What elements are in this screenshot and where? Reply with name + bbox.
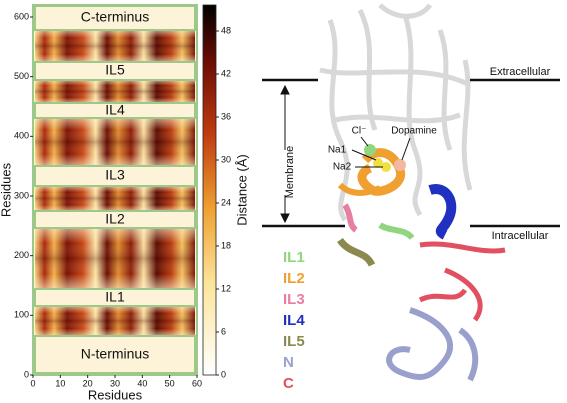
colorbar-tick-label: 12 xyxy=(221,283,231,293)
colorbar-tick-label: 48 xyxy=(221,25,231,35)
x-tick-label: 40 xyxy=(137,378,147,388)
x-axis-label: Residues xyxy=(88,387,143,402)
boundary-label: Intracellular xyxy=(492,230,549,242)
region-label: N-terminus xyxy=(81,346,149,362)
x-tick-label: 60 xyxy=(192,378,202,388)
colorbar-tick-label: 18 xyxy=(221,240,231,250)
colorbar-tick-label: 6 xyxy=(221,326,226,336)
membrane-label: Membrane xyxy=(284,146,296,199)
x-tick-label: 30 xyxy=(110,378,120,388)
region-label: IL2 xyxy=(105,211,125,227)
y-tick-label: 500 xyxy=(14,71,29,81)
legend-label: IL4 xyxy=(283,312,305,329)
legend-label: IL3 xyxy=(283,291,305,308)
y-tick-label: 0 xyxy=(24,369,29,379)
region-label: IL3 xyxy=(105,167,125,183)
legend-label: C xyxy=(283,375,294,392)
region-label: C-terminus xyxy=(81,9,149,25)
colorbar-tick-label: 36 xyxy=(221,111,231,121)
legend-label: N xyxy=(283,354,294,371)
region-label: IL5 xyxy=(105,62,125,78)
site-label: Na1 xyxy=(328,145,347,156)
structure-labels: Extracellular Intracellular Membrane Cl⁻… xyxy=(283,66,551,392)
colorbar-label: Distance (Å) xyxy=(234,154,249,226)
x-tick-label: 50 xyxy=(165,378,175,388)
boundary-label: Extracellular xyxy=(490,66,551,78)
y-tick-label: 400 xyxy=(14,131,29,141)
site-label: Cl⁻ xyxy=(352,126,367,137)
legend-label: IL2 xyxy=(283,270,305,287)
y-tick-label: 100 xyxy=(14,310,29,320)
y-axis-label: Residues xyxy=(0,162,13,217)
site-label: Dopamine xyxy=(391,126,437,137)
y-tick-label: 200 xyxy=(14,250,29,260)
colorbar-tick-label: 42 xyxy=(221,68,231,78)
site-label: Na2 xyxy=(333,162,352,173)
heatmap-labels: C-terminus IL5 IL4 IL3 IL2 IL1 N-terminu… xyxy=(0,9,249,403)
heatmap-texture xyxy=(32,4,217,376)
region-label: IL1 xyxy=(105,289,125,305)
legend-label: IL1 xyxy=(283,249,305,266)
x-tick-label: 20 xyxy=(83,378,93,388)
protein-structure xyxy=(262,3,560,382)
colorbar-tick-label: 24 xyxy=(221,197,231,207)
region-label: IL4 xyxy=(105,102,125,118)
legend-label: IL5 xyxy=(283,333,305,350)
y-tick-label: 300 xyxy=(14,190,29,200)
x-tick-label: 0 xyxy=(30,378,35,388)
y-tick-label: 600 xyxy=(14,11,29,21)
x-tick-label: 10 xyxy=(55,378,65,388)
colorbar-tick-label: 30 xyxy=(221,154,231,164)
colorbar-tick-label: 0 xyxy=(221,369,226,379)
